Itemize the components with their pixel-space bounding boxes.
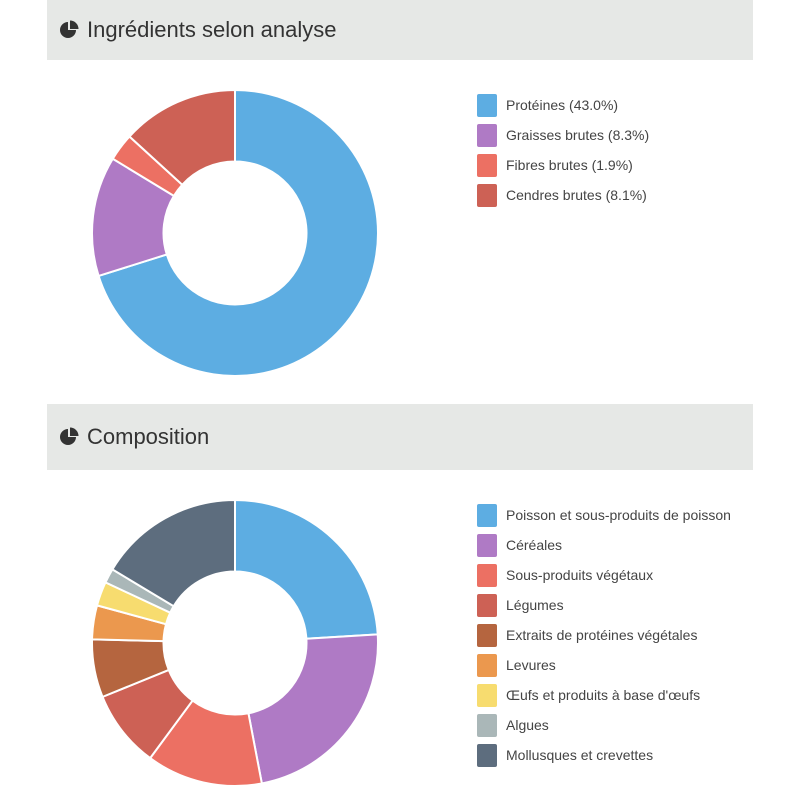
legend-item-extraits-de-proteines-vegetales[interactable]: Extraits de protéines végétales	[477, 620, 731, 650]
legend-swatch	[477, 153, 497, 177]
donut-chart-analysis	[90, 88, 380, 378]
legend-swatch	[477, 503, 497, 527]
slice-poisson-et-sous-produits-de-poisson[interactable]	[234, 498, 379, 640]
legend-swatch	[477, 183, 497, 207]
legend-swatch	[477, 563, 497, 587]
legend-item-algues[interactable]: Algues	[477, 710, 731, 740]
legend-item-legumes[interactable]: Légumes	[477, 590, 731, 620]
legend-label: Algues	[506, 717, 549, 733]
legend-swatch	[477, 653, 497, 677]
section-title-analysis: Ingrédients selon analyse	[87, 17, 337, 42]
legend-swatch	[477, 743, 497, 767]
legend-label: Protéines (43.0%)	[506, 97, 619, 113]
legend-swatch	[477, 533, 497, 557]
slice-cendres-brutes[interactable]	[128, 88, 236, 187]
legend-label: Graisses brutes (8.3%)	[506, 127, 650, 143]
slice-proteines[interactable]	[97, 88, 379, 377]
legend-item-graisses-brutes[interactable]: Graisses brutes (8.3%)	[477, 120, 649, 150]
donut-svg	[91, 498, 379, 787]
legend-swatch	[477, 93, 497, 117]
legend-label: Poisson et sous-produits de poisson	[506, 507, 731, 523]
section-header-composition: Composition	[47, 404, 753, 470]
legend-item-oeufs-et-produits-a-base-d-oeufs[interactable]: Œufs et produits à base d'œufs	[477, 680, 731, 710]
donut-svg	[91, 88, 379, 377]
legend-item-fibres-brutes[interactable]: Fibres brutes (1.9%)	[477, 150, 649, 180]
legend-composition: Poisson et sous-produits de poisson Céréa…	[477, 500, 731, 770]
section-title-composition: Composition	[87, 424, 210, 449]
legend-label: Cendres brutes (8.1%)	[506, 187, 647, 203]
legend-item-proteines[interactable]: Protéines (43.0%)	[477, 90, 649, 120]
legend-swatch	[477, 123, 497, 147]
section-header-analysis: Ingrédients selon analyse	[47, 0, 753, 60]
legend-swatch	[477, 623, 497, 647]
legend-item-mollusques-et-crevettes[interactable]: Mollusques et crevettes	[477, 740, 731, 770]
slice-mollusques-et-crevettes[interactable]	[111, 498, 236, 608]
pie-chart-icon	[60, 20, 79, 38]
legend-item-cendres-brutes[interactable]: Cendres brutes (8.1%)	[477, 180, 649, 210]
legend-item-sous-produits-vegetaux[interactable]: Sous-produits végétaux	[477, 560, 731, 590]
legend-label: Œufs et produits à base d'œufs	[506, 687, 701, 703]
legend-label: Sous-produits végétaux	[506, 567, 654, 583]
legend-label: Levures	[506, 657, 556, 673]
legend-label: Fibres brutes (1.9%)	[506, 157, 633, 173]
legend-label: Mollusques et crevettes	[506, 747, 654, 763]
legend-swatch	[477, 593, 497, 617]
legend-item-poisson-et-sous-produits-de-poisson[interactable]: Poisson et sous-produits de poisson	[477, 500, 731, 530]
legend-label: Extraits de protéines végétales	[506, 627, 698, 643]
pie-chart-icon	[60, 427, 79, 445]
donut-chart-composition	[90, 498, 380, 788]
legend-swatch	[477, 683, 497, 707]
legend-swatch	[477, 713, 497, 737]
legend-label: Céréales	[506, 537, 563, 553]
legend-analysis: Protéines (43.0%) Graisses brutes (8.3%) F…	[477, 90, 649, 210]
legend-label: Légumes	[506, 597, 564, 613]
legend-item-cereales[interactable]: Céréales	[477, 530, 731, 560]
slice-cereales[interactable]	[247, 633, 379, 785]
legend-item-levures[interactable]: Levures	[477, 650, 731, 680]
